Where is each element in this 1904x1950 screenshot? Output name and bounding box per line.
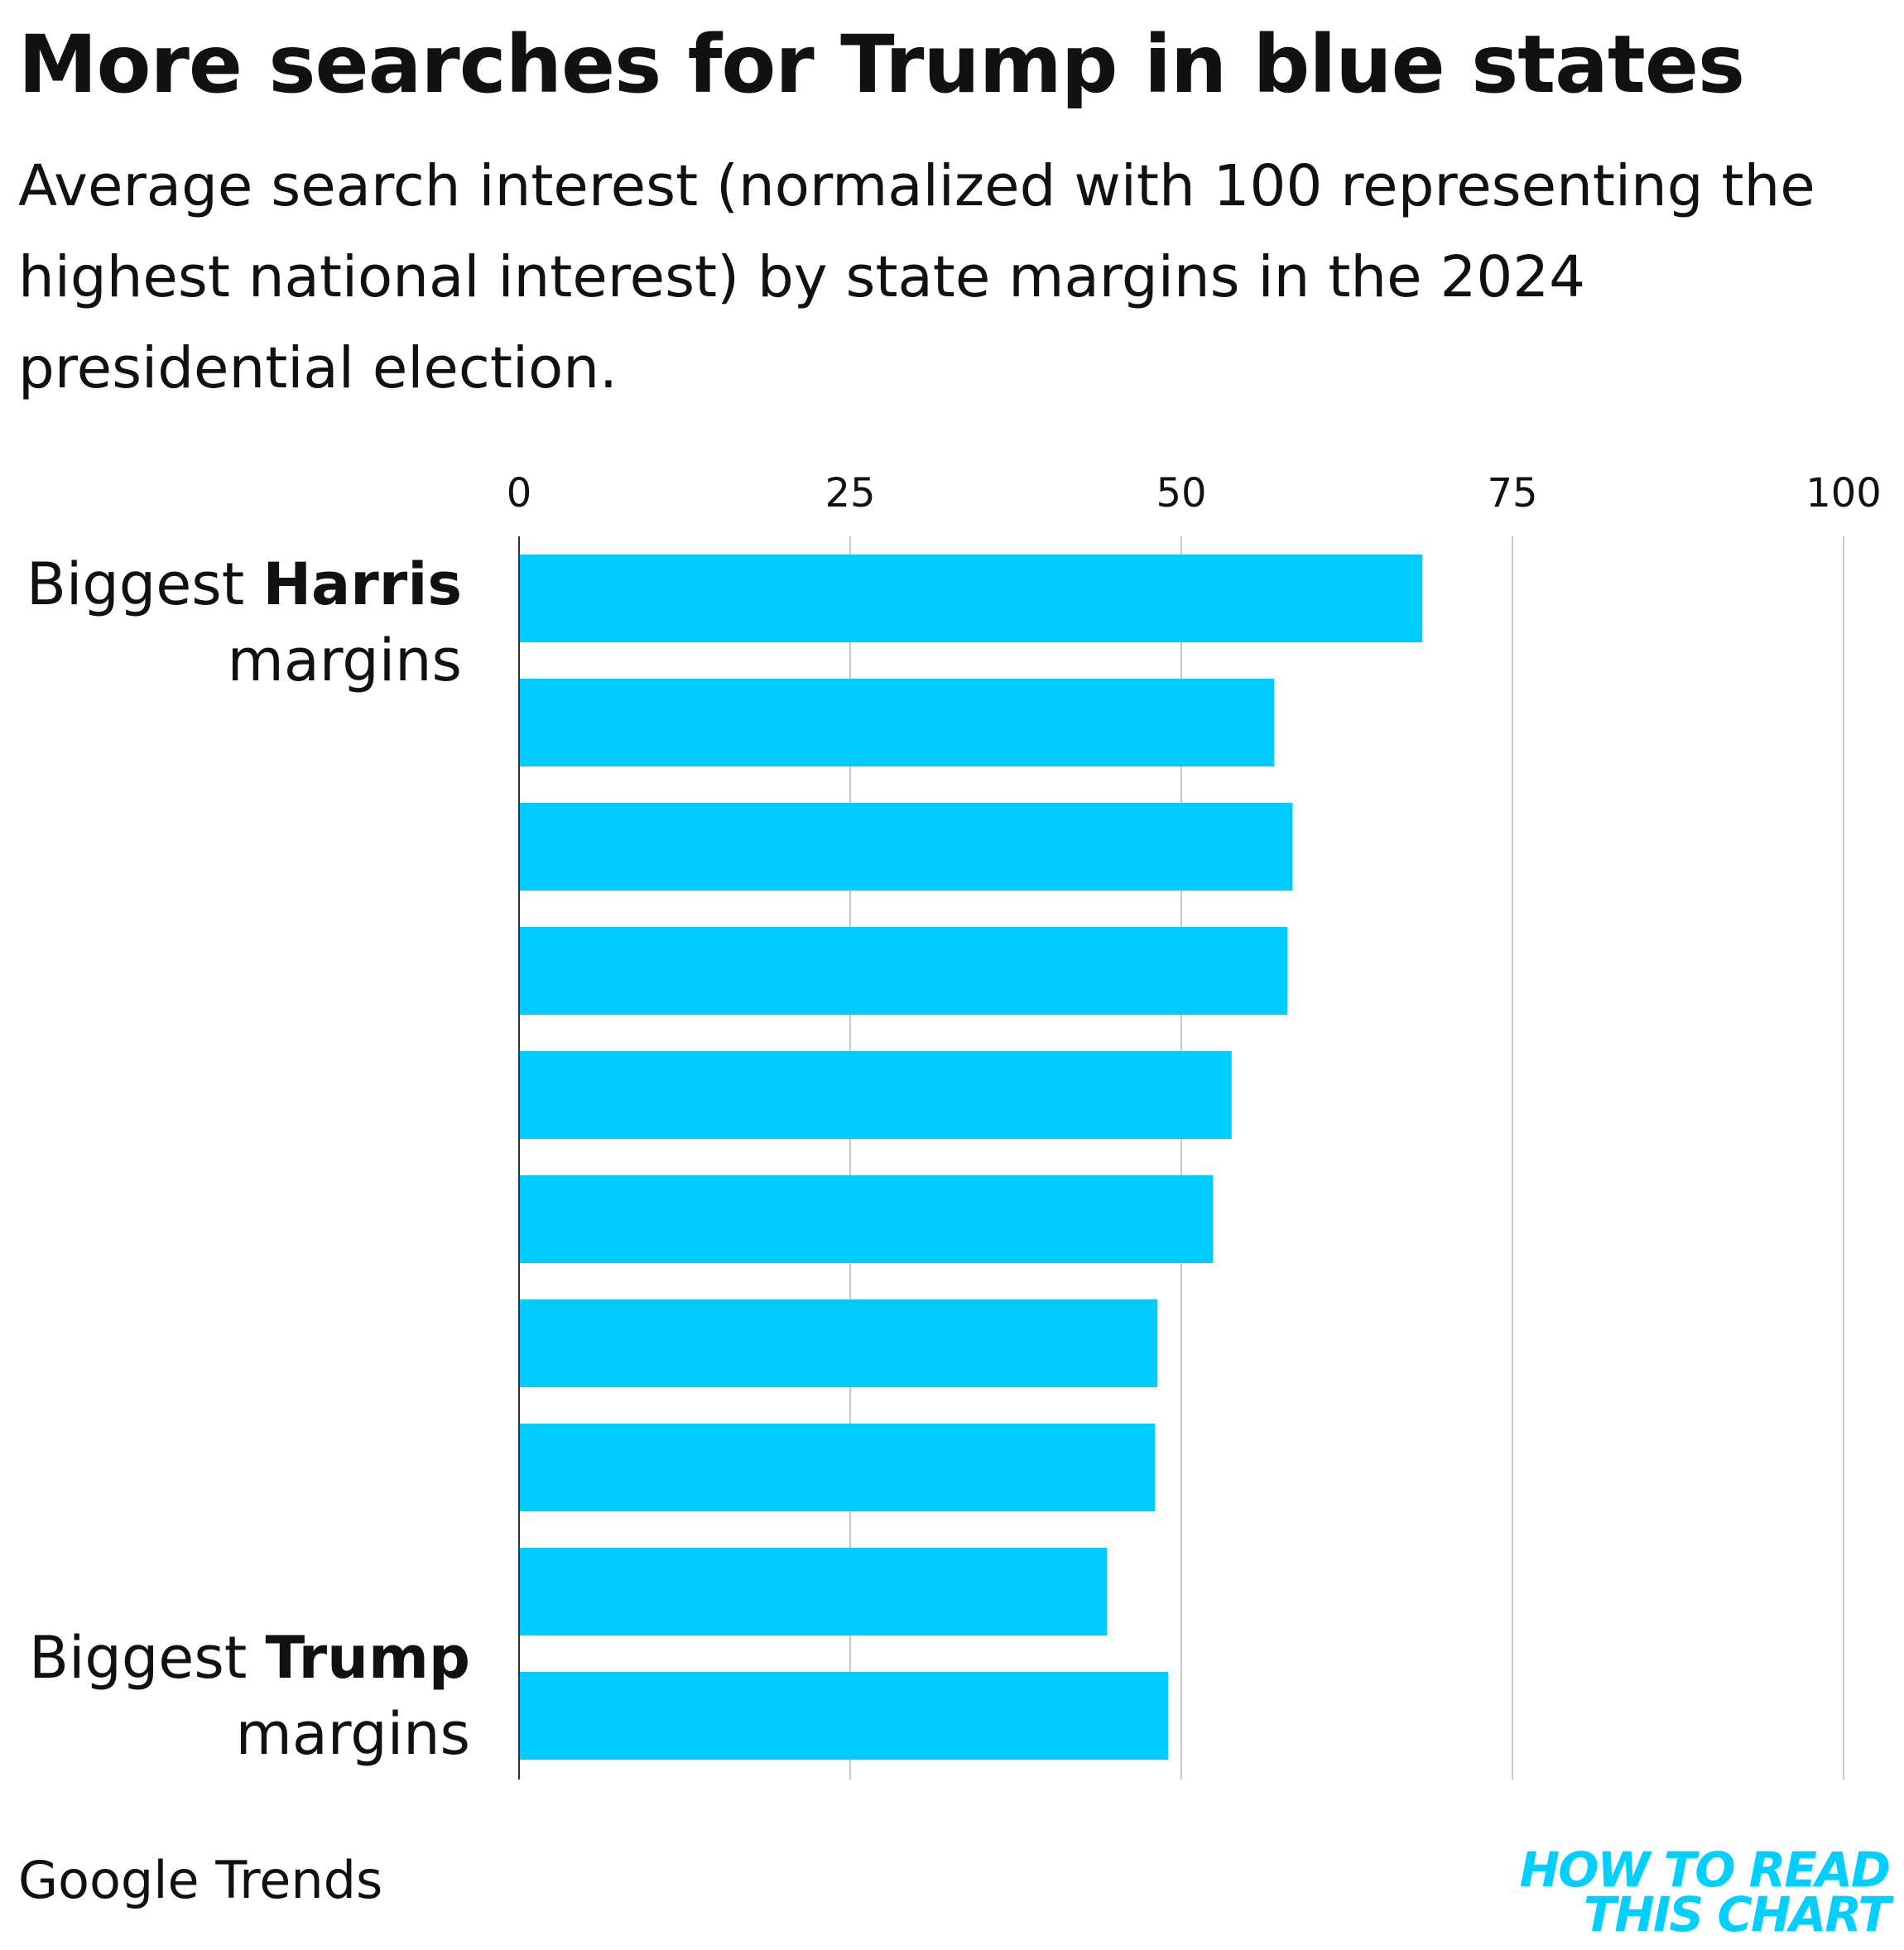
- bar-9: [519, 1548, 1108, 1635]
- chart-title: More searches for Trump in blue states: [18, 18, 1745, 111]
- x-tick-label-75: 75: [1487, 470, 1537, 516]
- bar-3: [519, 803, 1293, 891]
- source-note: Google Trends: [18, 1850, 383, 1910]
- bar-2: [519, 679, 1274, 766]
- brand-logo: HOW TO READ THIS CHART: [1508, 1842, 1891, 1943]
- x-tick-label-100: 100: [1805, 470, 1882, 516]
- top-group-label: Biggest Harris margins: [26, 546, 462, 699]
- bar-6: [519, 1175, 1214, 1263]
- x-axis-ticks: 0 25 50 75 100: [507, 470, 1882, 516]
- x-tick-label-50: 50: [1156, 470, 1206, 516]
- bottom-label-prefix: Biggest: [28, 1624, 266, 1692]
- bottom-group-label: Biggest Trump margins: [29, 1620, 470, 1772]
- bar-chart: 0 25 50 75 100: [507, 470, 1882, 1779]
- bar-1: [519, 555, 1423, 642]
- x-tick-label-0: 0: [507, 470, 532, 516]
- bars: [519, 555, 1423, 1760]
- top-label-suffix: margins: [227, 627, 462, 694]
- bar-5: [519, 1051, 1232, 1139]
- chart-subtitle: Average search interest (normalized with…: [18, 153, 1815, 401]
- x-tick-label-25: 25: [825, 470, 875, 516]
- top-label-bold: Harris: [262, 550, 462, 618]
- bar-4: [519, 927, 1287, 1015]
- bar-7: [519, 1299, 1158, 1387]
- bottom-label-bold: Trump: [265, 1624, 470, 1692]
- bottom-label-suffix: margins: [235, 1700, 470, 1768]
- bar-10: [519, 1672, 1168, 1760]
- brand-line-1: HOW TO READ: [1519, 1842, 1891, 1898]
- bar-8: [519, 1424, 1155, 1511]
- brand-line-2: THIS CHART: [1583, 1886, 1891, 1943]
- top-label-prefix: Biggest: [26, 550, 263, 618]
